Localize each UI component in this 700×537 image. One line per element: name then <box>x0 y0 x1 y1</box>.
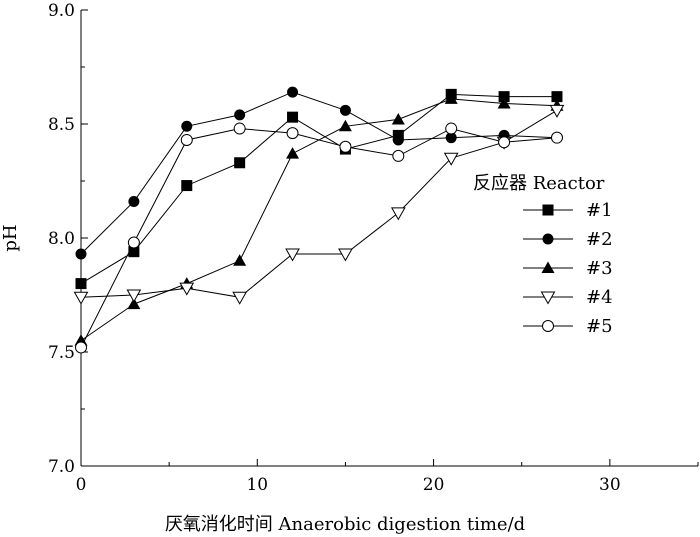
series-2-point <box>75 248 87 260</box>
series-3-point <box>497 96 511 109</box>
series-3-point <box>127 297 141 310</box>
series-5-point <box>180 133 193 146</box>
legend-marker <box>541 261 555 273</box>
series-4-point <box>285 248 300 262</box>
series-5-point <box>498 136 511 149</box>
series-5-point <box>233 122 246 135</box>
legend-label: #3 <box>586 258 613 279</box>
series-3 <box>74 92 564 346</box>
series-3-point <box>338 119 352 132</box>
series-5-point <box>75 341 87 354</box>
y-tick-label: 7.5 <box>48 343 75 363</box>
series-5 <box>75 122 563 354</box>
y-tick-label: 8.0 <box>48 229 75 249</box>
series-2-point <box>128 196 140 208</box>
series-5-point <box>127 236 140 249</box>
series-layer <box>73 86 565 354</box>
series-2-point <box>445 132 457 144</box>
legend-marker <box>542 320 554 332</box>
series-3-line <box>80 98 558 342</box>
series-5-point <box>339 140 352 153</box>
legend: 反应器 Reactor #1 #2 #3 #4 #5 <box>473 173 613 337</box>
series-2-point <box>287 86 299 98</box>
x-tick-label: 20 <box>423 475 445 495</box>
series-1-point <box>287 111 299 123</box>
series-4-point <box>232 291 248 305</box>
legend-entry-1: #1 <box>523 200 613 221</box>
x-tick-label: 0 <box>76 475 87 495</box>
series-1-point <box>551 91 563 103</box>
legend-marker <box>542 233 554 245</box>
legend-entry-3: #3 <box>523 258 613 279</box>
legend-entry-2: #2 <box>523 229 613 250</box>
x-axis-label: 厌氧消化时间 Anaerobic digestion time/d <box>165 514 525 535</box>
series-2-point <box>234 109 246 121</box>
x-tick-label: 10 <box>246 475 268 495</box>
y-axis-label: pH <box>0 224 21 251</box>
legend-marker <box>542 204 554 216</box>
series-4-point <box>390 207 406 221</box>
series-1-point <box>75 278 87 290</box>
axes: 0 10 20 30 7.0 7.5 8.0 8.5 9.0 <box>48 1 699 495</box>
series-1-line <box>80 93 557 285</box>
series-3-point <box>444 92 458 104</box>
x-tick-label: 30 <box>599 475 621 495</box>
legend-label: #4 <box>586 287 613 308</box>
series-3-point <box>391 112 405 125</box>
series-3-point <box>233 254 247 266</box>
series-4-point <box>179 282 195 296</box>
series-3-point <box>286 147 300 159</box>
legend-label: #1 <box>586 200 613 221</box>
legend-title: 反应器 Reactor <box>473 173 605 194</box>
series-1-point <box>128 246 140 258</box>
series-4-point <box>443 152 459 166</box>
series-2-point <box>181 120 193 132</box>
series-2-point <box>392 134 404 146</box>
legend-entry-5: #5 <box>523 316 613 337</box>
series-4-line <box>80 109 558 298</box>
legend-label: #5 <box>586 316 613 337</box>
series-4-point <box>126 289 142 303</box>
series-5-point <box>392 149 405 162</box>
series-4-point <box>73 291 89 305</box>
series-4 <box>73 104 565 305</box>
series-1-point <box>234 157 246 169</box>
legend-label: #2 <box>586 229 613 250</box>
series-1-point <box>181 180 193 192</box>
legend-entry-4: #4 <box>523 287 613 308</box>
series-2-point <box>339 104 351 116</box>
series-2-line <box>80 91 558 255</box>
series-1-point <box>498 91 510 103</box>
series-4-point <box>338 248 353 262</box>
series-5-point <box>286 127 299 140</box>
legend-marker <box>540 291 556 305</box>
series-2 <box>75 86 563 260</box>
series-5-point <box>445 122 458 135</box>
series-4-point <box>549 104 565 118</box>
y-tick-label: 7.0 <box>48 457 75 477</box>
series-5-point <box>550 131 563 144</box>
series-5-line <box>80 128 558 348</box>
y-tick-label: 9.0 <box>48 1 75 21</box>
y-tick-label: 8.5 <box>48 115 75 135</box>
